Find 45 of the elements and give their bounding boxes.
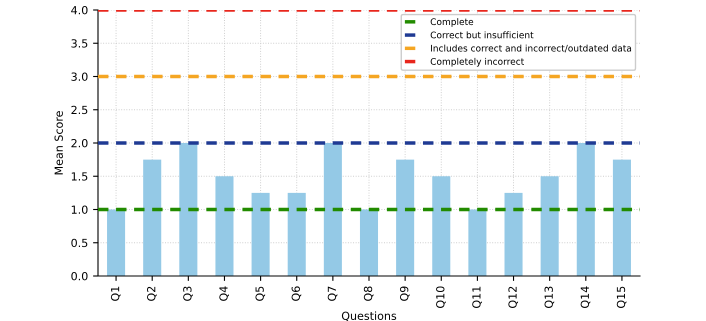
bar bbox=[504, 192, 523, 276]
y-tick-label: 3.0 bbox=[71, 72, 88, 81]
y-tick-label: 1.0 bbox=[72, 205, 88, 214]
bar bbox=[540, 176, 559, 276]
y-tick-label: 1.5 bbox=[72, 172, 88, 181]
x-tick-label: Q10 bbox=[436, 286, 446, 308]
bar bbox=[324, 143, 342, 276]
x-tick-label: Q5 bbox=[255, 286, 266, 301]
legend-label: Correct but insufficient bbox=[430, 31, 534, 38]
y-tick-label: 2.0 bbox=[71, 138, 88, 148]
bar bbox=[576, 143, 595, 276]
bar bbox=[432, 176, 450, 276]
bar bbox=[143, 160, 162, 276]
bar bbox=[107, 210, 126, 276]
y-tick-label: 4.0 bbox=[71, 6, 88, 14]
bar bbox=[215, 176, 234, 276]
legend-label: Includes correct and incorrect/outdated data bbox=[431, 44, 632, 52]
bar bbox=[179, 143, 198, 276]
bar bbox=[468, 210, 486, 276]
y-tick-label: 0.0 bbox=[71, 272, 88, 280]
bar bbox=[288, 192, 306, 276]
x-tick-label: Q8 bbox=[364, 286, 374, 301]
x-tick-label: Q11 bbox=[472, 286, 482, 308]
x-tick-label: Q4 bbox=[219, 286, 229, 301]
y-tick-label: 2.5 bbox=[71, 106, 88, 114]
x-tick-label: Q2 bbox=[147, 286, 157, 301]
x-tick-label: Q1 bbox=[110, 286, 121, 301]
x-tick-label: Q14 bbox=[580, 286, 590, 308]
legend-label: Completely incorrect bbox=[430, 58, 524, 67]
x-tick-label: Q9 bbox=[400, 286, 410, 301]
x-tick-label: Q3 bbox=[183, 286, 193, 301]
y-axis-title: Mean Score bbox=[54, 111, 63, 174]
bar bbox=[252, 192, 270, 276]
bar bbox=[360, 210, 378, 276]
x-tick-label: Q6 bbox=[292, 286, 302, 301]
legend-label: Complete bbox=[430, 18, 474, 27]
x-tick-label: Q7 bbox=[328, 286, 338, 301]
bar bbox=[396, 160, 414, 276]
x-tick-label: Q12 bbox=[508, 286, 518, 308]
x-tick-label: Q13 bbox=[544, 286, 554, 308]
y-tick-label: 0.5 bbox=[71, 238, 88, 248]
x-tick-label: Q15 bbox=[616, 286, 626, 308]
x-axis-title: Questions bbox=[342, 311, 396, 321]
y-tick-label: 3.5 bbox=[71, 39, 88, 48]
bar bbox=[612, 160, 631, 276]
